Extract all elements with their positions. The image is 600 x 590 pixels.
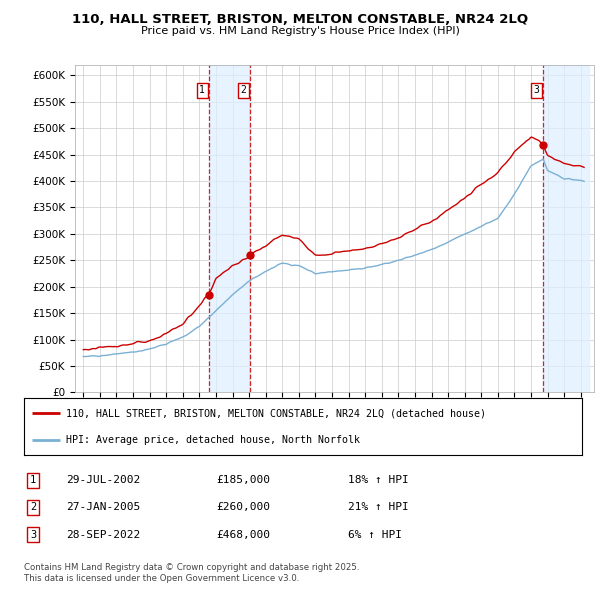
Text: 28-SEP-2022: 28-SEP-2022	[66, 530, 140, 539]
Text: 1: 1	[199, 85, 205, 95]
Text: 27-JAN-2005: 27-JAN-2005	[66, 503, 140, 512]
Text: 29-JUL-2002: 29-JUL-2002	[66, 476, 140, 485]
Text: 21% ↑ HPI: 21% ↑ HPI	[348, 503, 409, 512]
Text: 1: 1	[30, 476, 36, 485]
Text: £468,000: £468,000	[216, 530, 270, 539]
Text: 3: 3	[30, 530, 36, 539]
Bar	[543, 65, 589, 392]
Text: Price paid vs. HM Land Registry's House Price Index (HPI): Price paid vs. HM Land Registry's House …	[140, 26, 460, 36]
Text: 2: 2	[241, 85, 247, 95]
Text: 6% ↑ HPI: 6% ↑ HPI	[348, 530, 402, 539]
Text: 2: 2	[30, 503, 36, 512]
Text: Contains HM Land Registry data © Crown copyright and database right 2025.: Contains HM Land Registry data © Crown c…	[24, 563, 359, 572]
Text: HPI: Average price, detached house, North Norfolk: HPI: Average price, detached house, Nort…	[66, 435, 360, 445]
Text: This data is licensed under the Open Government Licence v3.0.: This data is licensed under the Open Gov…	[24, 573, 299, 582]
Text: £185,000: £185,000	[216, 476, 270, 485]
Text: 110, HALL STREET, BRISTON, MELTON CONSTABLE, NR24 2LQ: 110, HALL STREET, BRISTON, MELTON CONSTA…	[72, 13, 528, 26]
Text: 3: 3	[533, 85, 539, 95]
Text: 110, HALL STREET, BRISTON, MELTON CONSTABLE, NR24 2LQ (detached house): 110, HALL STREET, BRISTON, MELTON CONSTA…	[66, 408, 486, 418]
Text: £260,000: £260,000	[216, 503, 270, 512]
Bar	[209, 65, 250, 392]
Text: 18% ↑ HPI: 18% ↑ HPI	[348, 476, 409, 485]
